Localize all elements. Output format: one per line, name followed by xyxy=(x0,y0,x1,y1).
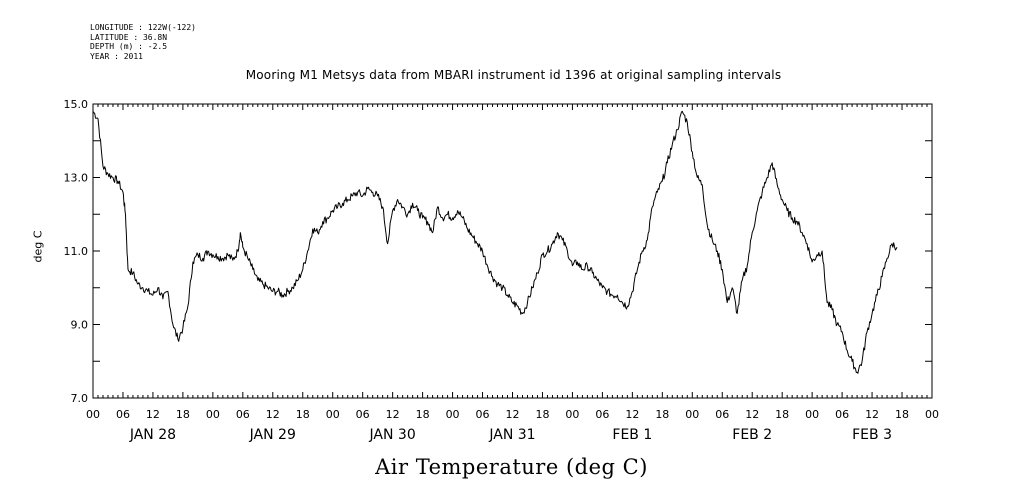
x-hour-label: 00 xyxy=(925,408,939,421)
x-hour-label: 12 xyxy=(506,408,520,421)
x-hour-label: 12 xyxy=(146,408,160,421)
x-hour-label: 06 xyxy=(116,408,130,421)
x-hour-label: 12 xyxy=(745,408,759,421)
x-day-label: FEB 2 xyxy=(732,427,772,443)
y-tick-label: 13.0 xyxy=(64,172,89,185)
x-hour-label: 06 xyxy=(236,408,250,421)
y-tick-label: 9.0 xyxy=(71,319,89,332)
x-hour-label: 18 xyxy=(296,408,310,421)
x-axis-label: Air Temperature (deg C) xyxy=(375,455,648,479)
x-hour-label: 18 xyxy=(655,408,669,421)
latitude-label: LATITUDE : 36.8N xyxy=(90,32,168,42)
tick-labels: 7.0 9.0 11.0 13.0 15.0 00 06 12 18 00 06 12 18 00 06 12… xyxy=(64,98,940,443)
x-day-label: JAN 31 xyxy=(488,427,535,443)
series-group xyxy=(92,110,898,374)
x-hour-label: 12 xyxy=(625,408,639,421)
x-hour-label: 00 xyxy=(446,408,460,421)
depth-label: DEPTH (m) : -2.5 xyxy=(90,42,168,51)
x-day-label: JAN 28 xyxy=(129,427,176,443)
x-hour-label: 12 xyxy=(865,408,879,421)
x-hour-label: 06 xyxy=(715,408,729,421)
x-hour-label: 06 xyxy=(595,408,609,421)
x-hour-label: 00 xyxy=(206,408,220,421)
x-hour-label: 00 xyxy=(685,408,699,421)
year-label: YEAR : 2011 xyxy=(90,51,143,61)
x-hour-label: 18 xyxy=(535,408,549,421)
axis-ticks xyxy=(92,103,933,399)
x-hour-label: 12 xyxy=(266,408,280,421)
x-hour-label: 18 xyxy=(895,408,909,421)
x-day-label: JAN 29 xyxy=(249,427,296,443)
chart-title: Mooring M1 Metsys data from MBARI instru… xyxy=(245,68,782,82)
longitude-label: LONGITUDE : 122W(-122) xyxy=(90,23,196,32)
x-hour-label: 00 xyxy=(565,408,579,421)
x-hour-label: 00 xyxy=(805,408,819,421)
x-hour-label: 18 xyxy=(176,408,190,421)
x-hour-label: 06 xyxy=(476,408,490,421)
series-line xyxy=(92,110,898,374)
y-tick-label: 7.0 xyxy=(71,392,89,405)
plot-frame xyxy=(92,103,933,399)
x-day-label: FEB 3 xyxy=(852,427,892,443)
x-hour-label: 06 xyxy=(835,408,849,421)
y-tick-label: 11.0 xyxy=(64,245,89,258)
x-hour-label: 18 xyxy=(416,408,430,421)
station-metadata: LONGITUDE : 122W(-122) LATITUDE : 36.8N … xyxy=(90,23,196,61)
x-hour-label: 00 xyxy=(86,408,100,421)
x-day-label: FEB 1 xyxy=(612,427,652,443)
y-tick-label: 15.0 xyxy=(64,98,89,111)
x-hour-label: 06 xyxy=(356,408,370,421)
x-hour-label: 18 xyxy=(775,408,789,421)
x-hour-label: 12 xyxy=(386,408,400,421)
x-hour-label: 00 xyxy=(326,408,340,421)
x-day-label: JAN 30 xyxy=(369,427,416,443)
